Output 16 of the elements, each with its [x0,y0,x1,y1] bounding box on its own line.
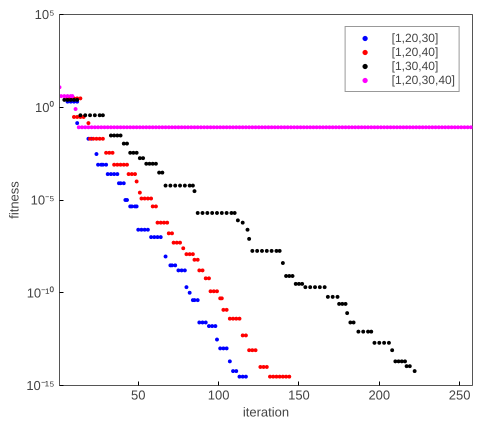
x-axis-title: iteration [242,404,290,420]
legend-label: [1,20,30] [392,31,438,45]
y-tick-label: 10⁻¹⁵ [26,378,55,393]
y-tick-label: 10⁻¹⁰ [26,285,55,300]
legend-label: [1,20,30,40] [392,73,455,87]
x-tick-label: 150 [288,388,310,402]
x-tick-label: 100 [208,388,230,402]
legend-label: [1,30,40] [392,59,438,73]
x-tick-label: 250 [448,388,470,402]
legend-label: [1,20,40] [392,45,438,59]
x-tick-label: 50 [131,388,146,402]
y-tick-label: 10⁻⁵ [30,192,55,208]
y-tick-label: 10⁰ [35,100,55,115]
x-tick-label: 200 [368,388,390,402]
y-axis-title: fitness [6,180,22,219]
y-tick-label: 10⁵ [34,7,55,22]
